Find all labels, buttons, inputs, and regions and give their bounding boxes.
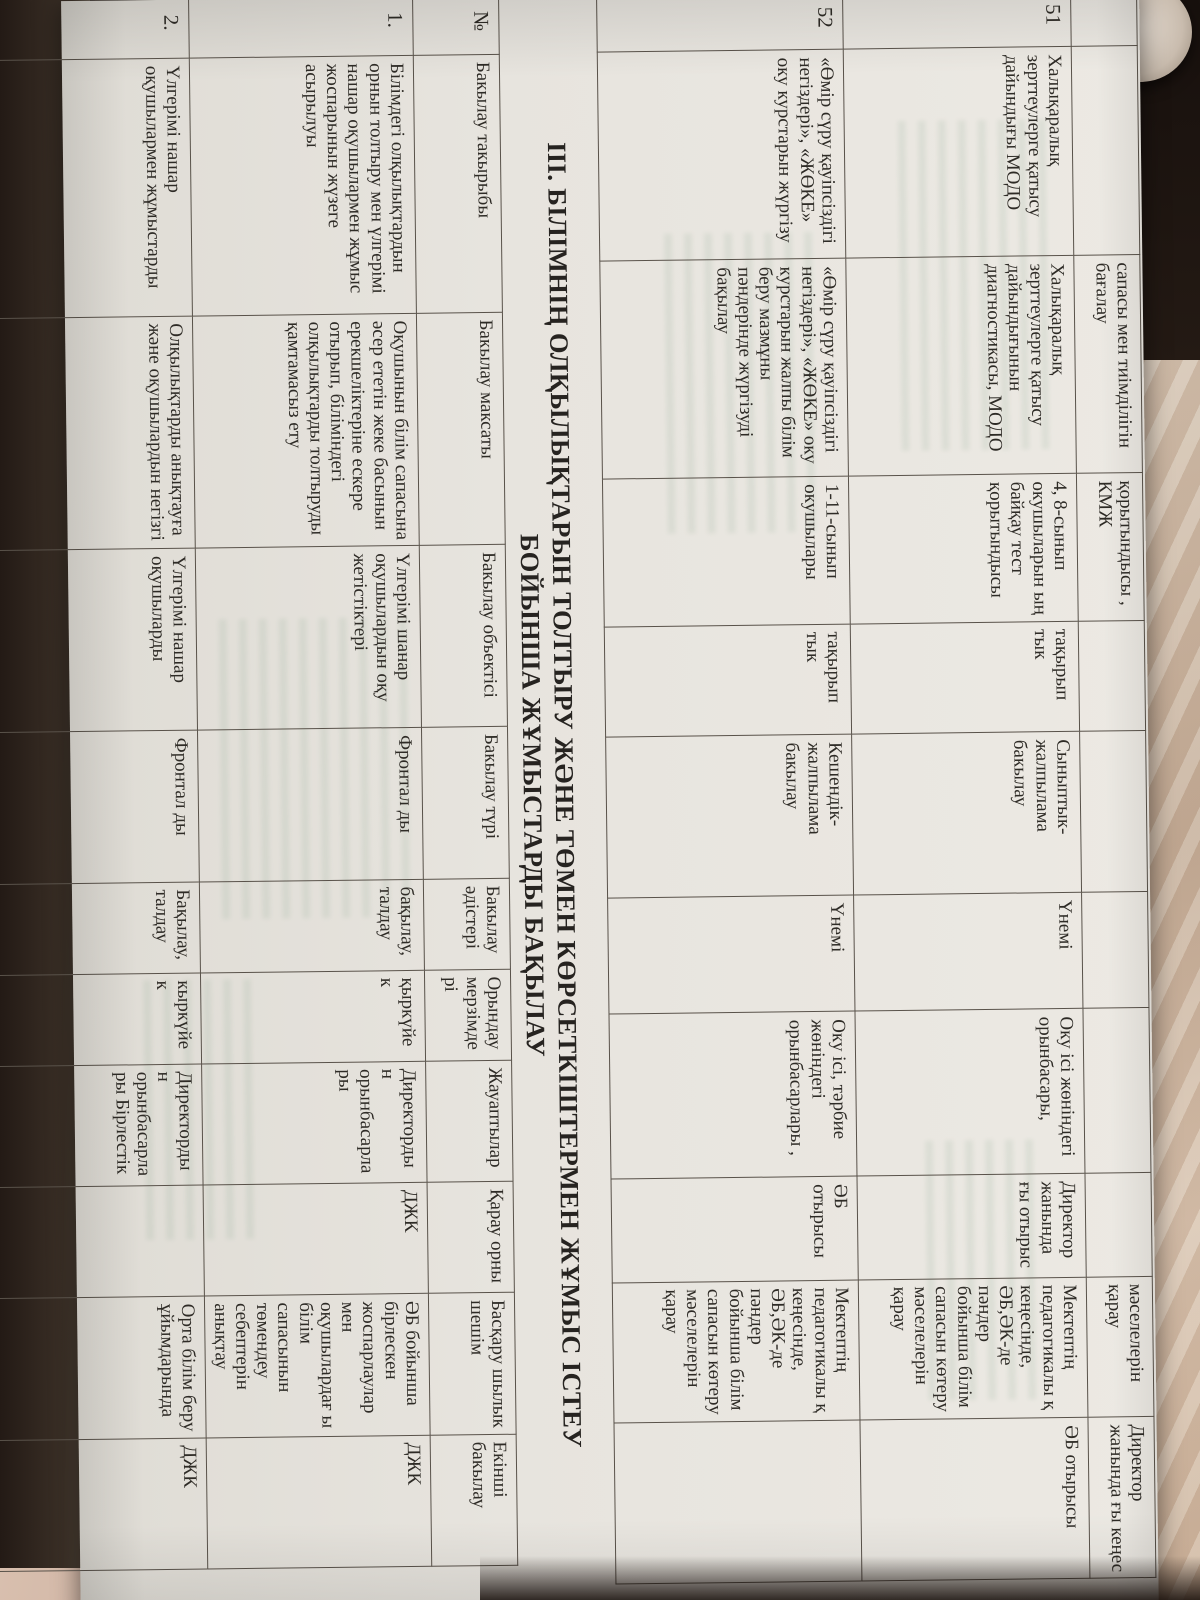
table2-cell-r0-c0: 1. (188, 0, 414, 58)
table2-cell-r0-c3: Үлгерімі шанар оқушылардын оқу жетістікт… (195, 545, 422, 731)
table2-cell-r0-c10: ДЖК (206, 1434, 432, 1569)
table2-cell-r1-c8 (0, 1184, 205, 1300)
table2-header-c0: № (412, 0, 500, 56)
table2-header-c8: Қарау орны (427, 1181, 515, 1294)
table1-cell-r1-c0: 51 (842, 0, 1072, 50)
table2-cell-r1-c3: Үлгерімі нашар оқушыларды (0, 548, 198, 734)
table2-cell-r0-c8: ДЖК (203, 1182, 429, 1297)
table1-cell-r2-c6: Үнемі (607, 895, 855, 1015)
table2-cell-r1-c4: Фронтал ды (0, 730, 200, 885)
table2-control-plan: № Бакылау такырыбы Бакылау максаты Бакылау … (0, 0, 518, 1573)
table2-header-c7: Жауаптылар (425, 1059, 514, 1183)
table1-cell-r1-c3: 4, 8-сынып окушыларын ың байқау тест қор… (848, 473, 1079, 624)
table1-cell-r0-c5 (1079, 730, 1148, 893)
table1-cell-r1-c4: тақырып тык (850, 621, 1080, 735)
table1-cell-r2-c1: «Өмір сүру қауіпсіздігі негіздері», «ЖӨК… (597, 49, 846, 262)
table2-cell-r1-c9: Орта білім беру ұйымдарында (0, 1296, 207, 1441)
table1-cell-r0-c2: сапасы мен тиімділігін бағалау (1073, 254, 1143, 474)
table2-cell-r1-c0: 2. (0, 0, 190, 62)
table2-cell-r0-c4: Фронтал ды (197, 727, 424, 882)
table2-cell-r0-c7: Директордын орынбасарлары (201, 1060, 428, 1185)
table2-cell-r1-c2: Олқылықтарды анықтауға және оқушылардын … (0, 315, 196, 552)
table2-header-c10: Екінші бакылау (430, 1433, 518, 1567)
document-page: сапасы мен тиімділігін бағалау қорытындыс… (0, 0, 1160, 1600)
table1-row-2: 52 «Өмір сүру қауіпсіздігі негіздері», «Ж… (596, 0, 862, 1585)
table1-cell-r0-c7 (1082, 1007, 1151, 1174)
table2-cell-r0-c2: Оқушынын білім сапасына әсер ететін жеке… (192, 312, 420, 549)
table1-cell-r2-c0: 52 (596, 0, 844, 53)
table2-cell-r0-c6: қыркүйек (200, 969, 426, 1064)
table2-header-c5: Бакылау әдістері (423, 877, 511, 970)
table1-cell-r1-c7: Оку ісі жөніндегі орынбасары, (854, 1008, 1085, 1177)
table1-cell-r2-c9: Мектептің педагогикалы қ кеңесінде, ӘБ,Ә… (612, 1279, 860, 1424)
table1-cell-r0-c0 (1070, 0, 1138, 47)
table1-cell-r2-c3: 1-11-сынып окушылары (602, 476, 851, 627)
table1-cell-r0-c10: Директор жанында ғы кеңес (1087, 1416, 1156, 1579)
table1-cell-r2-c7: Оку ісі, тәрбие жөніндегі орынбасарлары … (609, 1011, 857, 1180)
table2-header-c1: Бакылау такырыбы (413, 54, 503, 313)
table2-cell-r1-c6: кыркүйек (0, 972, 202, 1067)
table2-header-c4: Бакылау түрі (421, 726, 510, 879)
table1-cell-r0-c8 (1084, 1172, 1153, 1277)
table2-cell-r0-c9: ӘБ бойынша бірлескен жоспарлаулар мен оқ… (204, 1293, 431, 1438)
table1-cell-r1-c1: Халықаралық зерттеулерге қатысу дайындығ… (843, 46, 1074, 259)
table2-header-c3: Бакылау объектісі (419, 544, 508, 728)
table1-cell-r2-c8: ӘБ отырысы (611, 1176, 859, 1283)
table1-cell-r0-c6 (1081, 891, 1149, 1009)
table2-header-c2: Бакылау максаты (416, 311, 506, 546)
table1-cell-r0-c4 (1078, 620, 1146, 732)
table1-cell-r0-c1 (1071, 45, 1140, 256)
table2-row-1: 2. Үлгерімі нашар оқушылармен жұмыстарды О… (0, 0, 209, 1573)
table1-cell-r0-c9: мәселелерін қарау (1086, 1276, 1154, 1418)
table1-cell-r2-c2: «Өмір сүру қауіпсіздігі негіздері», «ЖӨК… (599, 258, 849, 480)
table1-cell-r1-c6: Үнемі (853, 892, 1083, 1012)
table2-cell-r1-c10: ДЖК (0, 1437, 209, 1573)
table2-header-c9: Басқару шылык шешім (428, 1292, 517, 1435)
table1-row-1: 51 Халықаралық зерттеулерге қатысу дайынд… (842, 0, 1090, 1582)
table1-cell-r0-c3: қорытындысы , КМЖ (1076, 472, 1145, 622)
table1-cell-r1-c8: Директор жанында ғы отырыс (856, 1173, 1087, 1280)
table2-cell-r1-c1: Үлгерімі нашар оқушылармен жұмыстарды (0, 57, 193, 319)
table1-cell-r1-c5: Сыныптык-жалпылама бакылау (851, 731, 1082, 896)
floor-shadow-bottom (480, 1556, 1200, 1600)
table1-cell-r2-c4: тақырып тык (604, 623, 852, 738)
table2-header-c6: Орындау мерзімде рі (424, 968, 512, 1061)
table2-cell-r1-c7: Директордын орынбасарлары Бірлестік (0, 1063, 204, 1189)
table1-cell-r1-c9: Мектептің педагогикалы қ кеңесінде, ӘБ,Ә… (858, 1276, 1088, 1421)
table2-cell-r1-c5: Бақылау, талдау (0, 881, 201, 976)
table2-cell-r0-c5: бақылау, талдау (199, 878, 425, 973)
table1-cell-r1-c2: Халықаралық зерттеулерге қатысу дайындығ… (845, 255, 1077, 477)
table1-cell-r2-c5: Кешендік-жалпылама бакылау (605, 734, 854, 899)
table2-cell-r0-c1: Білімдегі олқылықтардын орнын толтыру ме… (189, 55, 417, 316)
section-title: III. БІЛІМНІҢ ОЛҚЫЛЫҚТАРЫН ТОЛТЫРУ ЖӘНЕ … (507, 15, 591, 1576)
table2-row-0: 1. Білімдегі олқылықтардын орнын толтыру … (188, 0, 432, 1569)
table1-continuation: сапасы мен тиімділігін бағалау қорытындыс… (596, 0, 1157, 1585)
